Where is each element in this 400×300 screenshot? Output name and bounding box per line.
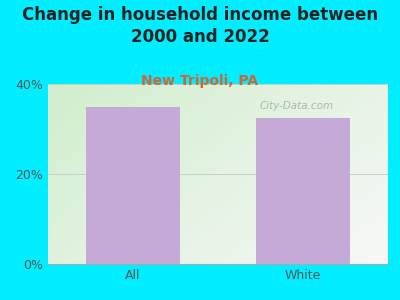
Bar (256, 118, 350, 264)
Text: City-Data.com: City-Data.com (259, 100, 333, 111)
Text: Change in household income between
2000 and 2022: Change in household income between 2000 … (22, 6, 378, 46)
Bar (86, 106, 180, 264)
Text: New Tripoli, PA: New Tripoli, PA (142, 74, 258, 88)
